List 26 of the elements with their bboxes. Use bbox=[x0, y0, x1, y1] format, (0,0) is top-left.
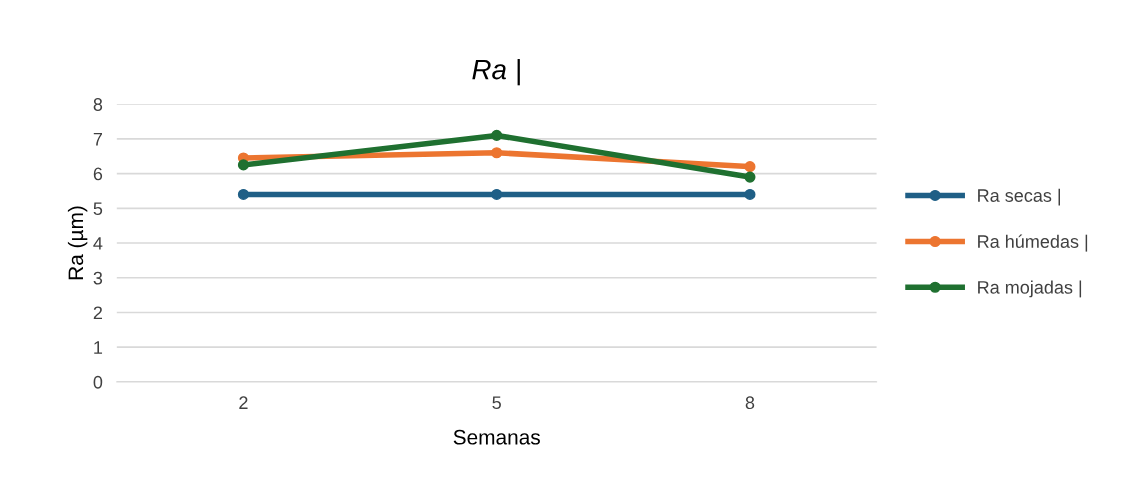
y-tick-label: 1 bbox=[94, 341, 103, 354]
y-tick-label: 0 bbox=[93, 375, 103, 389]
x-axis-title: Semanas bbox=[453, 429, 540, 445]
point bbox=[744, 171, 756, 183]
y-tick-label: 5 bbox=[93, 202, 103, 216]
point bbox=[744, 161, 756, 173]
y-tick-label: 6 bbox=[93, 167, 103, 181]
y-tick-label: 7 bbox=[93, 133, 103, 146]
y-tick-label: 8 bbox=[93, 98, 103, 111]
legend-label: Ra húmedas | bbox=[978, 234, 1088, 252]
y-tick-label: 2 bbox=[93, 306, 103, 320]
point bbox=[491, 147, 503, 159]
point bbox=[491, 188, 503, 200]
y-tick-label: 4 bbox=[93, 237, 103, 250]
point bbox=[491, 129, 503, 141]
chart-title: Ra | bbox=[472, 59, 520, 86]
point bbox=[744, 188, 756, 200]
x-tick-label: 8 bbox=[745, 396, 755, 410]
y-tick-label: 3 bbox=[93, 271, 103, 285]
legend-label: Ra secas | bbox=[978, 188, 1060, 206]
legend-label: Ra mojadas | bbox=[978, 280, 1082, 298]
x-tick-label: 5 bbox=[492, 396, 501, 410]
y-axis-title: Ra (µm) bbox=[67, 206, 88, 280]
point bbox=[237, 159, 249, 171]
x-tick-label: 2 bbox=[239, 396, 248, 409]
point bbox=[237, 188, 249, 200]
